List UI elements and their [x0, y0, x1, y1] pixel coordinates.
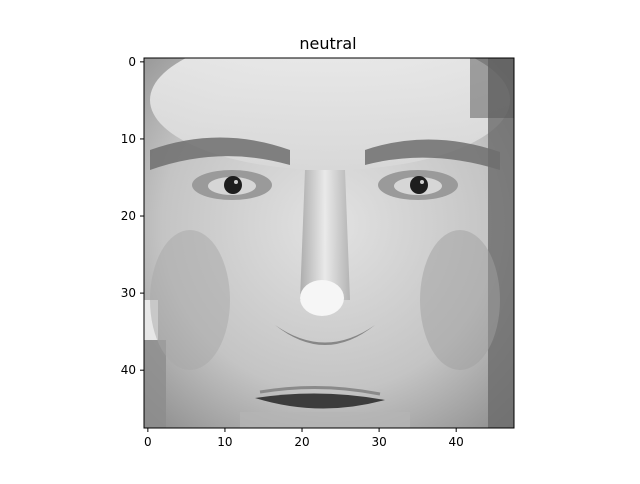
- face-image: [144, 58, 514, 428]
- x-tick-label: 0: [144, 435, 152, 449]
- y-tick-label: 20: [121, 209, 136, 223]
- axes-frame: [143, 57, 515, 429]
- x-tick-label: 40: [449, 435, 464, 449]
- x-tick-label: 20: [294, 435, 309, 449]
- y-tick-label: 40: [121, 363, 136, 377]
- x-tick-label: 10: [217, 435, 232, 449]
- x-tick-label: 30: [371, 435, 386, 449]
- y-axis: 0 10 20 30 40: [121, 55, 144, 377]
- plot-title: neutral: [299, 34, 356, 53]
- y-tick-label: 0: [128, 55, 136, 69]
- x-axis: 0 10 20 30 40: [144, 428, 464, 449]
- y-tick-label: 30: [121, 286, 136, 300]
- y-tick-label: 10: [121, 132, 136, 146]
